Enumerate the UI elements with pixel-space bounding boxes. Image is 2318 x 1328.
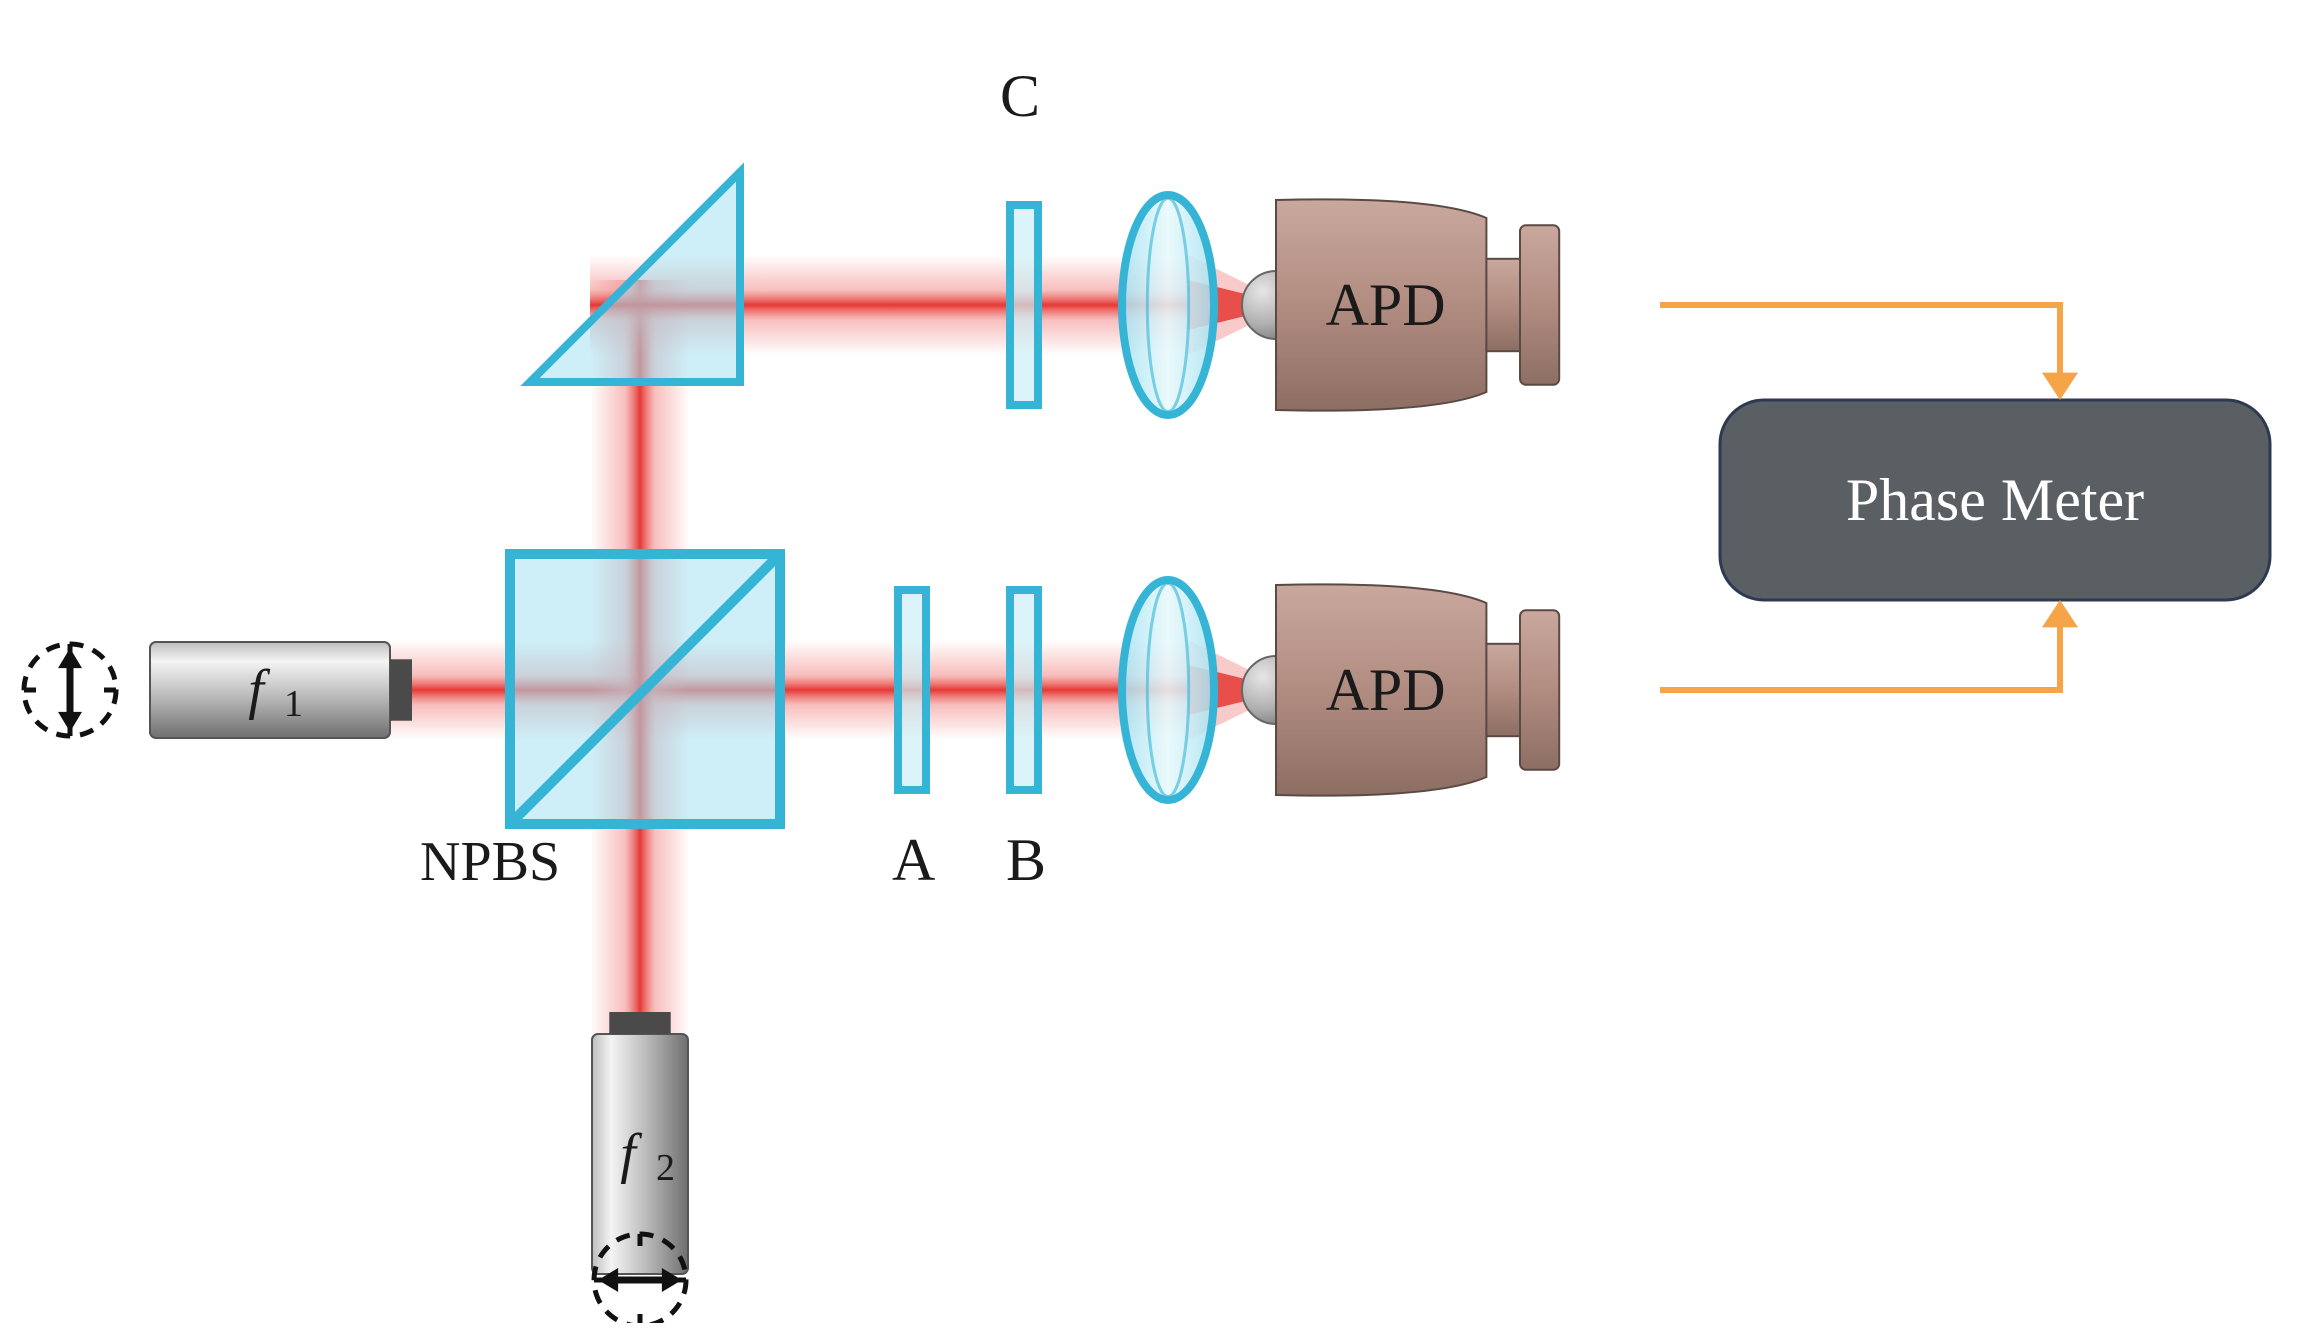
label-B: B <box>1006 827 1046 893</box>
focusing-lens-top <box>1122 195 1214 415</box>
svg-text:2: 2 <box>656 1147 675 1189</box>
apd-detector-top: APD <box>1242 199 1559 410</box>
optical-diagram-svg: f1f2APDAPDPhase MeterCABNPBS <box>0 0 2318 1323</box>
wire-arrow-icon <box>2042 373 2078 400</box>
label-NPBS: NPBS <box>420 831 560 893</box>
signal-wire-top <box>1660 305 2060 396</box>
polarizer-B <box>1010 590 1038 790</box>
right-angle-prism <box>530 172 740 382</box>
apd-detector-bottom: APD <box>1242 584 1559 795</box>
focusing-lens-bottom <box>1122 580 1214 800</box>
apd-label: APD <box>1326 657 1446 723</box>
polarizer-A <box>898 590 926 790</box>
laser-source-f1: f1 <box>150 642 412 738</box>
wire-arrow-icon <box>2042 600 2078 627</box>
svg-text:1: 1 <box>284 683 303 725</box>
signal-wire-bottom <box>1660 604 2060 690</box>
apd-label: APD <box>1326 272 1446 338</box>
diagram-stage: f1f2APDAPDPhase MeterCABNPBS <box>0 0 2318 1323</box>
polarizer-C <box>1010 205 1038 405</box>
phase-meter-label: Phase Meter <box>1846 467 2144 533</box>
polarization-icon-vertical <box>24 644 116 736</box>
label-A: A <box>892 827 935 893</box>
label-C: C <box>1000 63 1040 129</box>
